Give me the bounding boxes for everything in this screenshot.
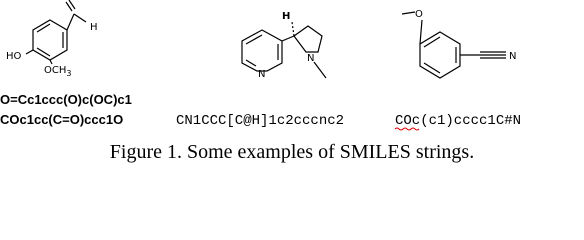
atom-label: HO [6,51,22,62]
smiles: CN1CCC[C@H]1c2cccnc2 [176,113,344,129]
atom-label: H [282,11,290,22]
structure-vanillin: H HO OCH3 [6,0,98,78]
atom-label: O [415,9,423,20]
atom-label: N [509,51,516,62]
structure-nicotine: N H N [241,11,327,80]
smiles: O=Cc1ccc(O)c(OC)c1 [0,92,132,107]
atom-label: OCH3 [44,65,71,78]
caption: Figure 1. Some examples of SMILES string… [110,141,474,163]
atom-label: N [258,69,265,80]
atom-label: H [90,22,98,33]
smiles: COc1cc(C=O)ccc1O [0,112,123,127]
figure: H HO OCH3 O=Cc1ccc(O)c(OC)c1 COc1cc(C=O)… [0,0,521,163]
smiles: COc(c1)cccc1C#N [395,113,521,129]
atom-label: N [307,53,314,64]
structure-methoxybenzonitrile: O N [401,9,516,79]
spellcheck-underline [394,127,420,131]
